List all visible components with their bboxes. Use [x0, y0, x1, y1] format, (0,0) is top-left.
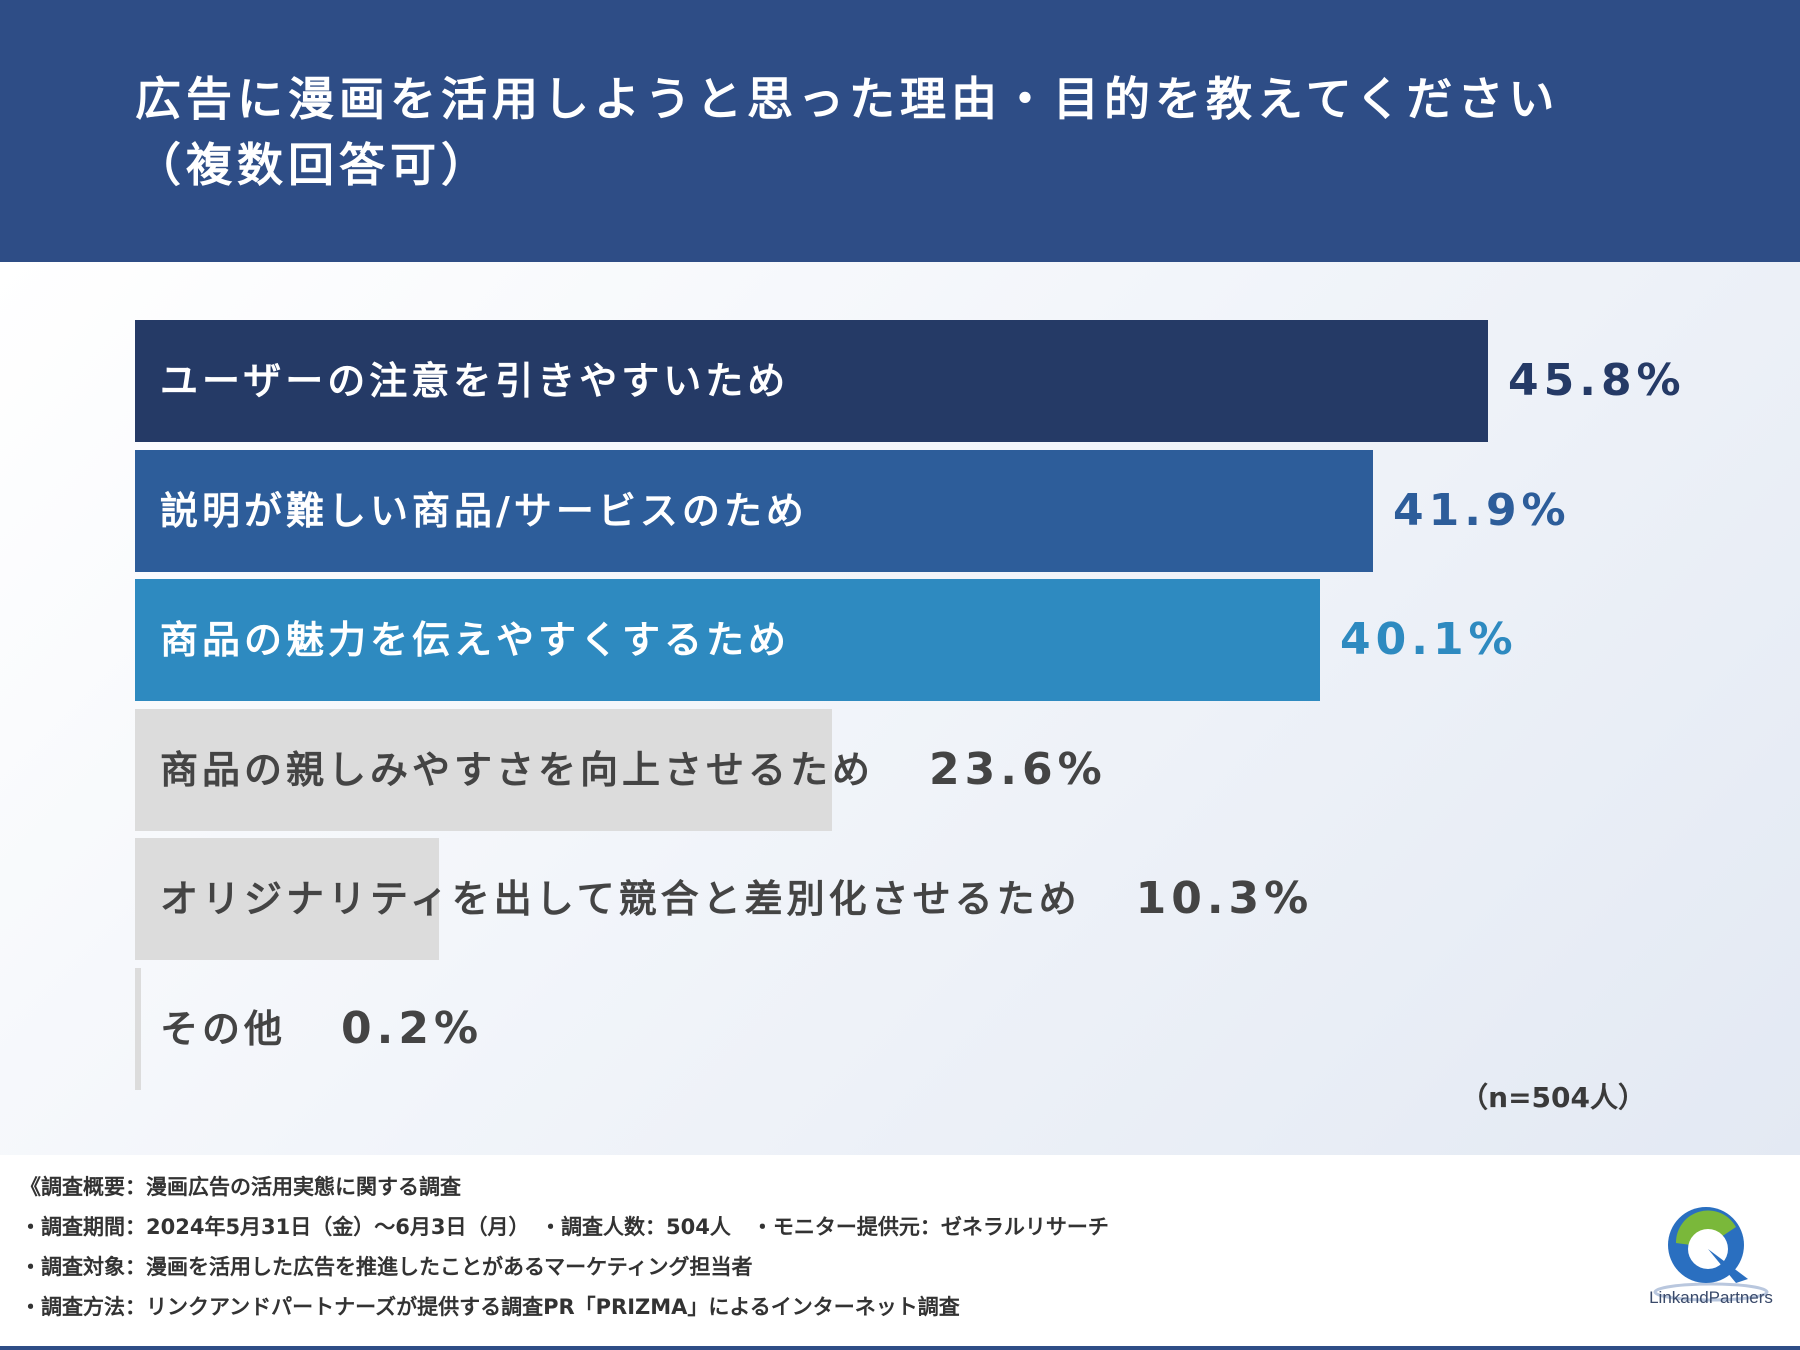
bar-6 [135, 968, 141, 1090]
bar-label-2: 説明が難しい商品/サービスのため [160, 489, 808, 533]
survey-note-summary: 《調査概要：漫画広告の活用実態に関する調査 [20, 1175, 461, 1199]
bar-value-3: 40.1% [1340, 614, 1518, 665]
chart-title-line2: （複数回答可） [135, 138, 492, 192]
company-logo-icon [1653, 1207, 1769, 1302]
company-logo-text: LinkandPartners [1649, 1288, 1773, 1307]
footer-divider [0, 1346, 1800, 1350]
bar-3 [135, 579, 1320, 701]
header-banner: 広告に漫画を活用しようと思った理由・目的を教えてください （複数回答可） [0, 0, 1800, 262]
bar-value-4: 23.6% [929, 744, 1107, 795]
bar-label-4: 商品の親しみやすさを向上させるため [160, 748, 875, 792]
bar-value-5: 10.3% [1135, 873, 1314, 924]
bar-value-1: 45.8% [1508, 355, 1686, 406]
bar-value-2: 41.9% [1393, 485, 1571, 536]
bar-label-1: ユーザーの注意を引きやすいため [160, 359, 790, 403]
bar-label-6: その他 [160, 1007, 287, 1051]
bar-value-6: 0.2% [341, 1003, 484, 1054]
bar-1 [135, 320, 1488, 442]
chart-title-line1: 広告に漫画を活用しようと思った理由・目的を教えてください [135, 72, 1560, 126]
bar-4 [135, 709, 832, 831]
sample-size-note: （n=504人） [1460, 1081, 1646, 1114]
survey-note-period: ・調査期間：2024年5月31日（金）〜6月3日（月） ・調査人数：504人 ・… [20, 1215, 1109, 1239]
bar-label-3: 商品の魅力を伝えやすくするため [160, 618, 791, 662]
bar-label-5: オリジナリティを出して競合と差別化させるため [160, 877, 1081, 921]
bar-5 [135, 838, 439, 960]
chart-title: 広告に漫画を活用しようと思った理由・目的を教えてください （複数回答可） [135, 66, 1695, 198]
bar-2 [135, 450, 1373, 572]
survey-note-method: ・調査方法：リンクアンドパートナーズが提供する調査PR「PRIZMA」によるイン… [20, 1295, 960, 1319]
survey-note-target: ・調査対象：漫画を活用した広告を推進したことがあるマーケティング担当者 [20, 1255, 753, 1279]
survey-footer [0, 1155, 1800, 1350]
